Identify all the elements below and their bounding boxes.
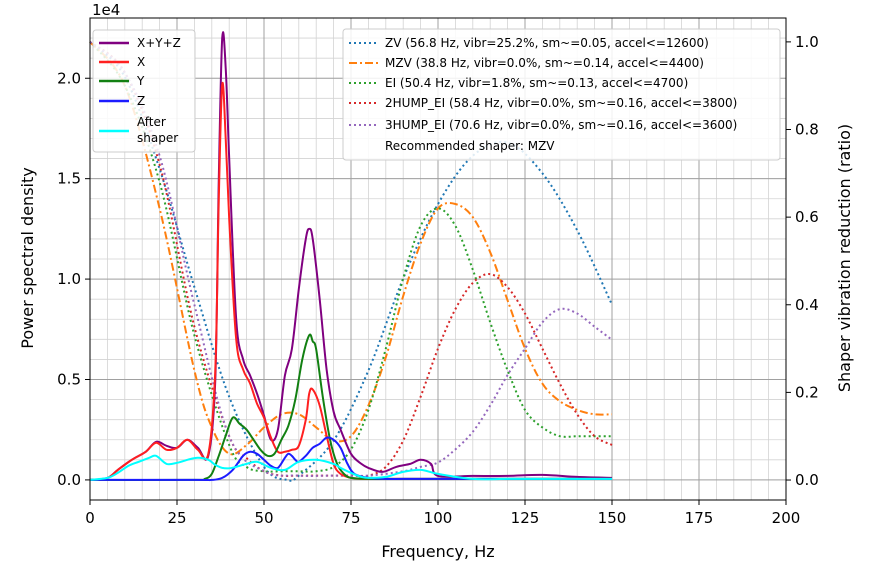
x-tick-label: 50 [254, 509, 273, 527]
x-tick-label: 0 [85, 509, 95, 527]
shaper-line-2hump-ei [89, 41, 613, 478]
legend-label-xyz: X+Y+Z [137, 36, 181, 50]
psd-line-y [89, 333, 612, 481]
x-tick-label: 100 [424, 509, 453, 527]
y-tick-label: 0.0 [57, 471, 81, 489]
y2-tick-label: 0.2 [795, 383, 819, 401]
y2-tick-label: 0.0 [795, 471, 819, 489]
y-axis-ticks: 0.0 0.5 1.0 1.5 2.0 [57, 69, 90, 489]
y2-tick-label: 0.4 [795, 296, 819, 314]
legend-recommended-shaper: Recommended shaper: MZV [385, 139, 555, 153]
x-axis-ticks: 0 25 50 75 100 125 150 175 200 [85, 500, 800, 527]
psd-legend-box [92, 29, 196, 153]
shaper-legend-box [342, 28, 781, 161]
y-axis-label: Power spectral density [18, 167, 37, 348]
y2-axis-ticks: 0.0 0.2 0.4 0.6 0.8 1.0 [786, 33, 819, 489]
shaper-legend: ZV (56.8 Hz, vibr=25.2%, sm~=0.05, accel… [342, 28, 781, 161]
legend-label-zv: ZV (56.8 Hz, vibr=25.2%, sm~=0.05, accel… [385, 36, 709, 50]
shaper-line-ei [89, 41, 612, 473]
y-tick-label: 1.5 [57, 170, 81, 188]
y2-tick-label: 0.6 [795, 208, 819, 226]
x-tick-label: 150 [598, 509, 627, 527]
y2-tick-label: 0.8 [795, 121, 819, 139]
legend-label-y: Y [136, 74, 145, 88]
x-tick-label: 25 [167, 509, 186, 527]
psd-legend: X+Y+Z X Y Z After shaper [92, 29, 196, 153]
legend-label-z: Z [137, 94, 145, 108]
shaper-line-mzv [89, 41, 613, 456]
x-axis-label: Frequency, Hz [381, 542, 494, 561]
x-tick-label: 75 [341, 509, 360, 527]
psd-curves [89, 31, 613, 482]
x-tick-label: 200 [772, 509, 801, 527]
legend-label-2hump-ei: 2HUMP_EI (58.4 Hz, vibr=0.0%, sm~=0.16, … [385, 96, 737, 110]
psd-line-after-shaper [89, 454, 612, 481]
legend-label-3hump-ei: 3HUMP_EI (70.6 Hz, vibr=0.0%, sm~=0.16, … [385, 118, 737, 132]
y-exponent-label: 1e4 [92, 1, 120, 19]
y2-tick-label: 1.0 [795, 33, 819, 51]
legend-label-x: X [137, 55, 145, 69]
x-tick-label: 125 [511, 509, 540, 527]
legend-label-mzv: MZV (38.8 Hz, vibr=0.0%, sm~=0.14, accel… [385, 56, 704, 70]
legend-label-ei: EI (50.4 Hz, vibr=1.8%, sm~=0.13, accel<… [385, 76, 688, 90]
shaper-line-3hump-ei [89, 41, 613, 477]
legend-label-after: After [137, 115, 166, 129]
y-tick-label: 1.0 [57, 270, 81, 288]
y2-axis-label: Shaper vibration reduction (ratio) [835, 124, 854, 392]
y-tick-label: 2.0 [57, 69, 81, 87]
x-tick-label: 175 [685, 509, 714, 527]
y-tick-label: 0.5 [57, 371, 81, 389]
legend-label-shaper: shaper [137, 131, 178, 145]
